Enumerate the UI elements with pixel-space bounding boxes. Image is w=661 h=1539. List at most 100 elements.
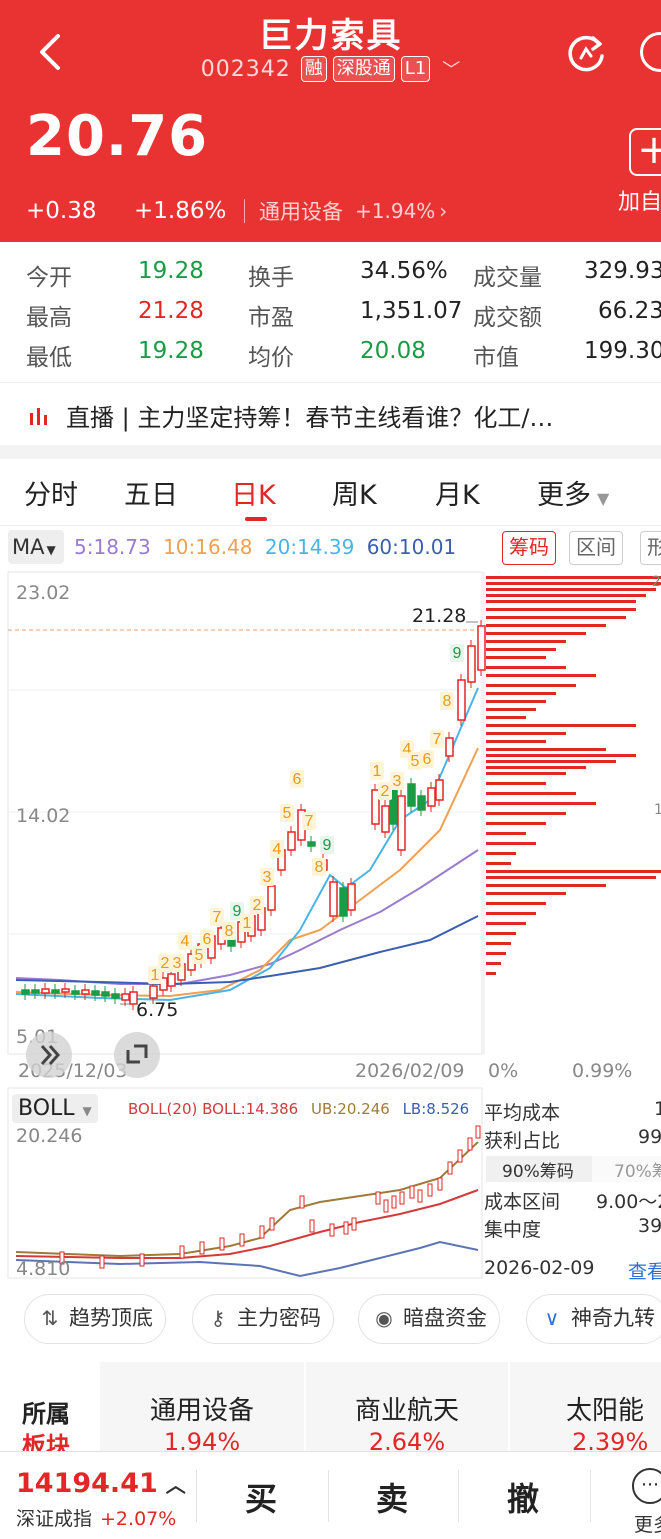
ma60-line [15,915,479,986]
connect-tag: 深股通 [332,56,395,82]
chip-distribution-button[interactable]: 筹码 [502,531,556,565]
nine-count-label: 8 [225,923,234,940]
chip-bar [486,748,606,751]
candle-body [457,679,466,721]
sector-pct[interactable]: +1.94% [355,199,436,223]
expand-button[interactable] [26,1032,72,1078]
more-dots-icon[interactable]: ⋯ [632,1468,661,1504]
tool-trend-top-bottom[interactable]: ⇅ 趋势顶底 [24,1294,166,1344]
caret-down-icon: ▼ [82,1104,92,1118]
live-news-banner[interactable]: 直播 | 主力坚定持筹！春节主线看谁？化工/… [0,383,661,445]
quote-stats: 今开 19.28 换手 34.56% 成交量 329.93 最高 21.28 市… [0,242,661,382]
tab-more[interactable]: 更多 ▼ [537,473,609,512]
shape-button[interactable]: 形 [640,531,661,565]
chip-bar [486,922,526,925]
ma20-value: 20:14.39 [264,535,355,559]
candle-body [467,645,476,683]
tab-more-label: 更多 [537,480,591,511]
sector-card[interactable]: 商业航天 2.64% [306,1362,508,1456]
index-info[interactable]: 深证成指 +2.07% [16,1504,176,1531]
chip-bar [486,600,636,603]
cost-range-value: 9.00～2 [596,1191,661,1213]
high-value: 21.28 [138,298,204,324]
add-watchlist-button[interactable]: + [629,128,661,176]
chip-bar [486,892,566,895]
boll-candle [475,1125,481,1139]
tool-magic-nine[interactable]: ∨ 神奇九转 [526,1294,661,1344]
back-button[interactable] [30,28,70,76]
candle-body [477,625,486,671]
chip-bar [486,932,516,935]
view-link[interactable]: 查看 [628,1261,661,1283]
boll-select[interactable]: BOLL ▼ [12,1094,98,1123]
amount-label: 成交额 [473,305,542,331]
chevron-right-icon[interactable]: › [439,199,448,223]
avg-price-value: 20.08 [360,338,426,364]
chip-bar [486,884,606,887]
chip-bar [486,588,656,591]
tab-monthly-k[interactable]: 月K [435,480,480,511]
chip-bar [486,802,596,805]
boll-select-label: BOLL [18,1096,75,1121]
stock-code: 002342 [200,56,291,82]
candle-body [347,883,356,911]
chip-bar [486,576,661,579]
low-price-label: 6.75 [136,999,179,1021]
nine-tag-bg [222,922,236,940]
boll-candle [417,1189,423,1203]
sell-button[interactable]: 卖 [376,1480,409,1518]
news-headline[interactable]: 直播 | 主力坚定持筹！春节主线看谁？化工/… [66,404,554,432]
nine-count-label: 7 [213,909,222,926]
buy-button[interactable]: 买 [245,1480,278,1518]
sector-link[interactable]: 通用设备 [259,200,343,224]
chip-bar [486,772,566,775]
chip-bar [486,902,546,905]
candle-body [435,779,444,801]
tool-dark-pool[interactable]: ◉ 暗盘资金 [358,1294,500,1344]
stats-row: 最低 19.28 均价 20.08 市值 199.30 [0,338,661,378]
cancel-order-button[interactable]: 撤 [507,1480,540,1518]
tab-weekly-k[interactable]: 周K [332,480,377,511]
nine-count-label: 6 [203,931,212,948]
sector-card[interactable]: 通用设备 1.94% [100,1362,304,1456]
chip-bar [486,716,526,719]
nine-tag-bg [420,750,434,768]
ma-indicator-bar: MA ▼ 5:18.73 10:16.48 20:14.39 60:10.01 筹… [0,526,661,570]
chip-bar [486,792,576,795]
tab-five-day[interactable]: 五日 [124,480,178,511]
boll-candle [259,1225,265,1239]
tool-shortcuts: ⇅ 趋势顶底 ⚷ 主力密码 ◉ 暗盘资金 ∨ 神奇九转 [0,1294,661,1350]
nine-count-label: 9 [323,837,332,854]
index-value[interactable]: 14194.41 ︿ [16,1468,186,1499]
chip-bar [486,754,636,757]
nine-count-label: 4 [273,841,282,858]
range-button[interactable]: 区间 [569,531,623,565]
level-tag: L1 [400,56,431,82]
refresh-button[interactable] [563,30,609,76]
stock-subline[interactable]: 002342 融 深股通 L1 ﹀ [0,56,661,82]
boll-candle [447,1161,453,1175]
boll-candle [383,1199,389,1213]
nine-tag-bg [270,840,284,858]
candle-body [339,887,348,917]
boll-candle [437,1177,443,1191]
chip90-tab[interactable]: 90%筹码 [486,1156,592,1182]
more-label[interactable]: 更多 [634,1514,661,1536]
tab-daily-k[interactable]: 日K [231,480,276,511]
ma-select[interactable]: MA ▼ [8,530,64,564]
avg-price-label: 均价 [248,345,294,371]
boll-mid-line [15,1189,479,1259]
refresh-icon [568,35,604,72]
fullscreen-button[interactable] [114,1032,160,1078]
tool-label: 暗盘资金 [403,1306,487,1330]
sector-card[interactable]: 太阳能 2.39% [510,1362,661,1456]
tool-main-force-code[interactable]: ⚷ 主力密码 [192,1294,334,1344]
boll-candle [457,1149,463,1163]
tool-label: 趋势顶底 [69,1306,153,1330]
tab-intraday[interactable]: 分时 [24,480,78,511]
chip70-tab[interactable]: 70%筹 [592,1156,661,1182]
nine-count-label: 1 [151,967,160,984]
chip-bar [486,740,546,743]
